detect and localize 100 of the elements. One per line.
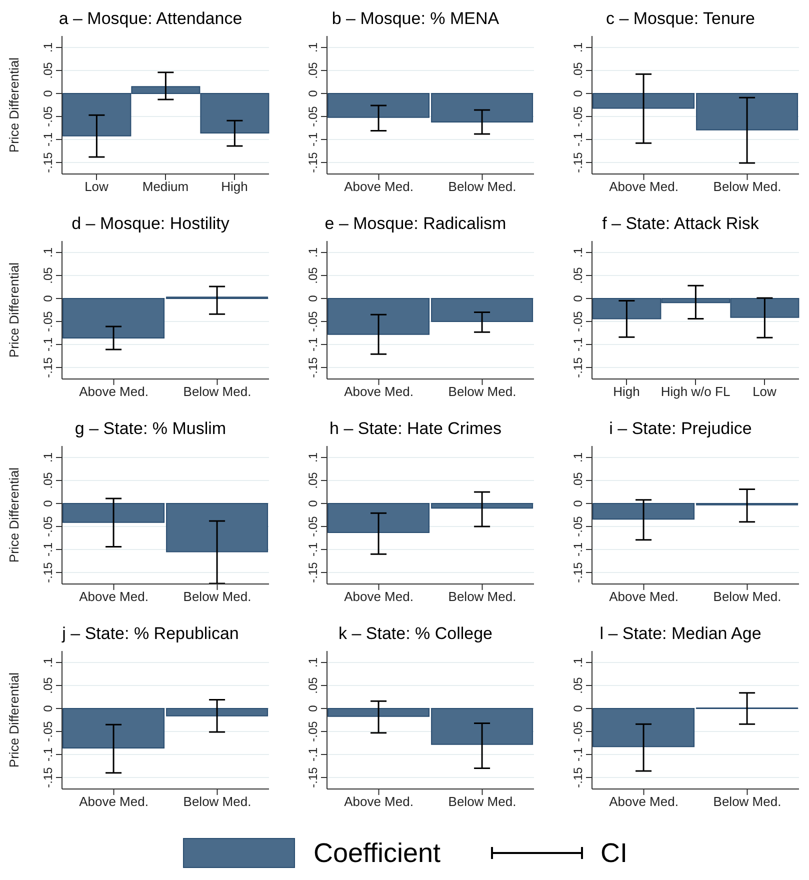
y-tick-label: .1	[41, 247, 55, 258]
y-tick-label: 0	[41, 90, 55, 97]
y-tick-label: -.1	[571, 337, 585, 352]
x-tick-label: Above Med.	[344, 589, 414, 604]
x-tick-label: Above Med.	[609, 179, 678, 194]
y-tick-label: -.05	[41, 106, 55, 127]
chart-title: f – State: Attack Risk	[601, 213, 760, 235]
y-tick-label: .1	[306, 247, 320, 258]
x-tick-label: Below Med.	[448, 384, 516, 400]
y-tick-label: -.15	[306, 562, 320, 583]
x-tick-label: Low	[84, 179, 110, 194]
x-tick-label: Above Med.	[79, 384, 148, 400]
y-axis-title: Price Differential	[6, 57, 22, 153]
y-tick-label: -.1	[41, 747, 55, 762]
y-tick-label: -.05	[571, 310, 585, 332]
chart-title: j – State: % Republican	[60, 623, 240, 645]
y-tick-label: -.15	[306, 356, 320, 378]
x-tick-label: Above Med.	[79, 794, 148, 810]
chart-title: d – Mosque: Hostility	[70, 213, 230, 235]
x-tick-label: High	[221, 179, 248, 194]
y-tick-label: .05	[571, 62, 585, 79]
y-tick-label: .05	[571, 266, 585, 284]
y-tick-label: .05	[306, 62, 320, 79]
legend-label: Coefficient	[313, 838, 441, 868]
y-axis-title: Price Differential	[6, 467, 22, 563]
legend-label: CI	[600, 838, 628, 868]
chart-title: e – Mosque: Radicalism	[324, 213, 508, 235]
y-tick-label: .1	[571, 247, 585, 258]
y-tick-label: 0	[306, 704, 320, 712]
y-tick-label: -.1	[306, 542, 320, 557]
chart-title: i – State: Prejudice	[608, 418, 753, 440]
chart-title: a – Mosque: Attendance	[58, 8, 244, 30]
y-tick-label: -.1	[306, 747, 320, 762]
y-tick-label: -.15	[571, 152, 585, 173]
y-tick-label: -.15	[571, 766, 585, 788]
y-tick-label: -.05	[306, 310, 320, 332]
y-tick-label: -.1	[41, 337, 55, 352]
y-tick-label: .05	[41, 676, 55, 694]
y-tick-label: -.05	[306, 720, 320, 742]
x-tick-label: Above Med.	[344, 179, 414, 194]
y-tick-label: .1	[41, 657, 55, 668]
y-tick-label: 0	[571, 704, 585, 712]
y-tick-label: 0	[571, 90, 585, 97]
y-tick-label: -.15	[306, 152, 320, 173]
y-tick-label: -.05	[571, 720, 585, 742]
y-tick-label: .1	[571, 452, 585, 463]
x-tick-label: Below Med.	[183, 589, 252, 604]
x-tick-label: Above Med.	[79, 589, 148, 604]
x-tick-label: Above Med.	[344, 384, 414, 400]
y-tick-label: -.15	[41, 766, 55, 788]
y-tick-label: .1	[306, 42, 320, 53]
x-tick-label: Below Med.	[448, 794, 516, 810]
chart-title: b – Mosque: % MENA	[330, 8, 500, 30]
y-tick-label: .05	[41, 62, 55, 79]
y-tick-label: -.05	[306, 106, 320, 127]
y-tick-label: .1	[306, 452, 320, 463]
x-tick-label: High w/o FL	[660, 384, 730, 400]
y-tick-label: -.1	[41, 132, 55, 147]
chart-title: k – State: % College	[337, 623, 494, 645]
x-tick-label: Below Med.	[713, 179, 782, 194]
y-tick-label: .1	[41, 452, 55, 463]
y-tick-label: -.15	[41, 152, 55, 173]
x-tick-label: Below Med.	[713, 794, 782, 810]
y-tick-label: 0	[571, 294, 585, 302]
y-tick-label: .1	[41, 42, 55, 53]
x-tick-label: Above Med.	[609, 589, 678, 604]
y-tick-label: -.15	[571, 356, 585, 378]
y-tick-label: .05	[571, 676, 585, 694]
chart-title: g – State: % Muslim	[74, 418, 228, 440]
y-axis-title: Price Differential	[6, 672, 22, 768]
y-tick-label: .05	[41, 472, 55, 489]
y-tick-label: -.05	[571, 106, 585, 127]
y-tick-label: .05	[41, 266, 55, 284]
y-tick-label: -.1	[571, 132, 585, 147]
y-tick-label: -.1	[306, 132, 320, 147]
x-tick-label: Medium	[142, 179, 189, 194]
y-tick-label: -.05	[41, 516, 55, 537]
y-tick-label: 0	[306, 294, 320, 302]
y-tick-label: .05	[306, 676, 320, 694]
y-tick-label: 0	[41, 500, 55, 507]
y-tick-label: .05	[571, 472, 585, 489]
y-tick-label: .05	[306, 266, 320, 284]
chart-title: c – Mosque: Tenure	[605, 8, 756, 30]
y-tick-label: .1	[306, 657, 320, 668]
y-tick-label: 0	[41, 294, 55, 302]
y-tick-label: .1	[571, 42, 585, 53]
chart-title: h – State: Hate Crimes	[328, 418, 502, 440]
chart-title: l – State: Median Age	[598, 623, 762, 645]
y-tick-label: 0	[571, 500, 585, 507]
x-tick-label: Below Med.	[448, 179, 516, 194]
x-tick-label: Below Med.	[713, 589, 782, 604]
x-tick-label: Above Med.	[344, 794, 414, 810]
y-tick-label: 0	[41, 704, 55, 712]
y-axis-title: Price Differential	[6, 262, 22, 358]
y-tick-label: -.1	[571, 747, 585, 762]
y-tick-label: 0	[306, 500, 320, 507]
y-tick-label: -.05	[41, 310, 55, 332]
y-tick-label: -.05	[571, 516, 585, 537]
y-tick-label: 0	[306, 90, 320, 97]
y-tick-label: -.05	[306, 516, 320, 537]
